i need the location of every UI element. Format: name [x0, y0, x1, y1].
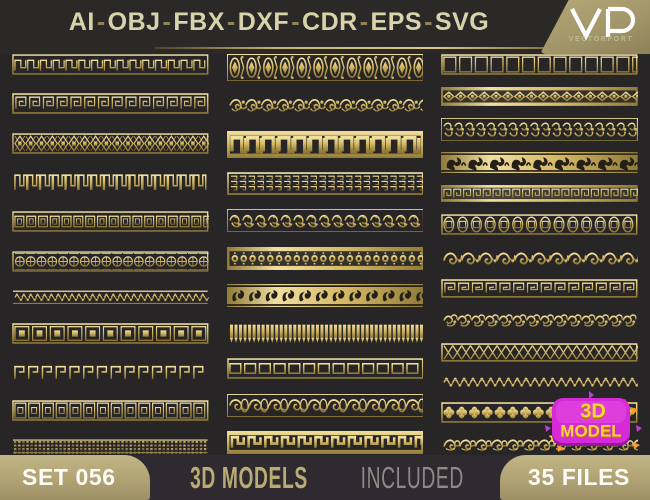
- wave-scroll-freeform: [441, 247, 638, 268]
- format-separator: -: [424, 7, 433, 36]
- chained-oval-band: [441, 86, 638, 106]
- svg-text:MODEL: MODEL: [560, 422, 621, 441]
- format-separator: -: [96, 7, 106, 36]
- double-square-link-band: [12, 400, 209, 421]
- oval-palmette-panel: [226, 54, 424, 82]
- format-list: AI - OBJ - FBX - DXF - CDR - EPS - SVG: [0, 0, 558, 44]
- badge-line2: MODEL: [560, 423, 621, 442]
- file-count-pill: 35 FILES: [500, 455, 650, 500]
- format-ai: AI: [68, 7, 95, 36]
- rect-block-lattice-band: [441, 54, 638, 75]
- crescent-motif-solid-panel: [226, 283, 424, 307]
- crosshatch-diamond-band: [441, 343, 638, 362]
- dense-arabesque-panel: [441, 117, 638, 141]
- berry-garland-freeform: [441, 374, 638, 391]
- file-count-label: 35 FILES: [528, 464, 630, 490]
- fine-floral-scroll-band: [12, 290, 209, 305]
- format-eps: EPS: [370, 7, 423, 36]
- comb-fringe-band: [227, 321, 424, 344]
- linked-rectangle-band: [226, 358, 424, 380]
- format-svg: SVG: [434, 7, 490, 36]
- bold-maze-key-panel: [226, 130, 424, 158]
- badge-confetti-purple: [545, 391, 642, 432]
- format-obj: OBJ: [107, 7, 161, 36]
- acanthus-lattice-panel: [226, 209, 424, 233]
- small-spiral-key-band: [441, 185, 638, 203]
- greek-key-spiral-band: [12, 93, 209, 115]
- floral-vine-scroll-band: [227, 95, 424, 116]
- format-separator: -: [226, 7, 236, 36]
- format-separator: -: [162, 7, 172, 36]
- header-bar: AI - OBJ - FBX - DXF - CDR - EPS - SVG V…: [0, 0, 650, 54]
- interlock-chain-band: [12, 211, 209, 233]
- footer-caption-light: INCLUDED: [360, 459, 465, 495]
- leafy-vine-freeform: [441, 310, 638, 331]
- svg-text:3D: 3D: [580, 401, 606, 423]
- greek-key-zigzag-band: [12, 54, 209, 75]
- circle-cross-lattice-band: [12, 251, 209, 272]
- footer-caption: 3D MODELS INCLUDED: [150, 455, 500, 500]
- hook-meander-band: [12, 363, 209, 382]
- dense-mosaic-band: [12, 439, 209, 454]
- ornament-column-2: [226, 54, 424, 454]
- dot-medallion-panel: [226, 246, 424, 270]
- oval-square-lattice-band: [441, 214, 638, 235]
- set-number-pill: SET 056: [0, 455, 150, 500]
- badge-line1: 3D: [580, 402, 606, 424]
- footer-caption-strong: 3D MODELS: [190, 459, 309, 495]
- header-divider: [155, 47, 555, 49]
- ornament-column-3: [441, 54, 638, 454]
- square-wave-key-band: [12, 172, 209, 193]
- ornament-column-1: [12, 54, 209, 454]
- angular-maze-panel: [226, 430, 424, 454]
- format-fbx: FBX: [173, 7, 225, 36]
- format-separator: -: [359, 7, 369, 36]
- logo-wordmark: VECTORPORT: [568, 36, 634, 43]
- footer-bar: SET 056 3D MODELS INCLUDED 35 FILES: [0, 455, 650, 500]
- dense-labyrinth-band: [226, 172, 424, 195]
- format-separator: -: [291, 7, 301, 36]
- set-number-label: SET 056: [22, 464, 116, 490]
- vectorport-logo-icon: [570, 6, 636, 41]
- 3d-model-badge: 3D 3D MODEL MODEL: [545, 391, 642, 452]
- format-dxf: DXF: [237, 7, 290, 36]
- ornament-grid: [0, 54, 650, 454]
- diamond-lattice-band: [12, 133, 209, 154]
- rococo-scroll-panel: [226, 393, 424, 417]
- greek-key-outline-band: [441, 279, 638, 299]
- gryphon-frieze-panel: [441, 152, 638, 174]
- format-cdr: CDR: [302, 7, 358, 36]
- boxed-square-grid-band: [12, 323, 209, 344]
